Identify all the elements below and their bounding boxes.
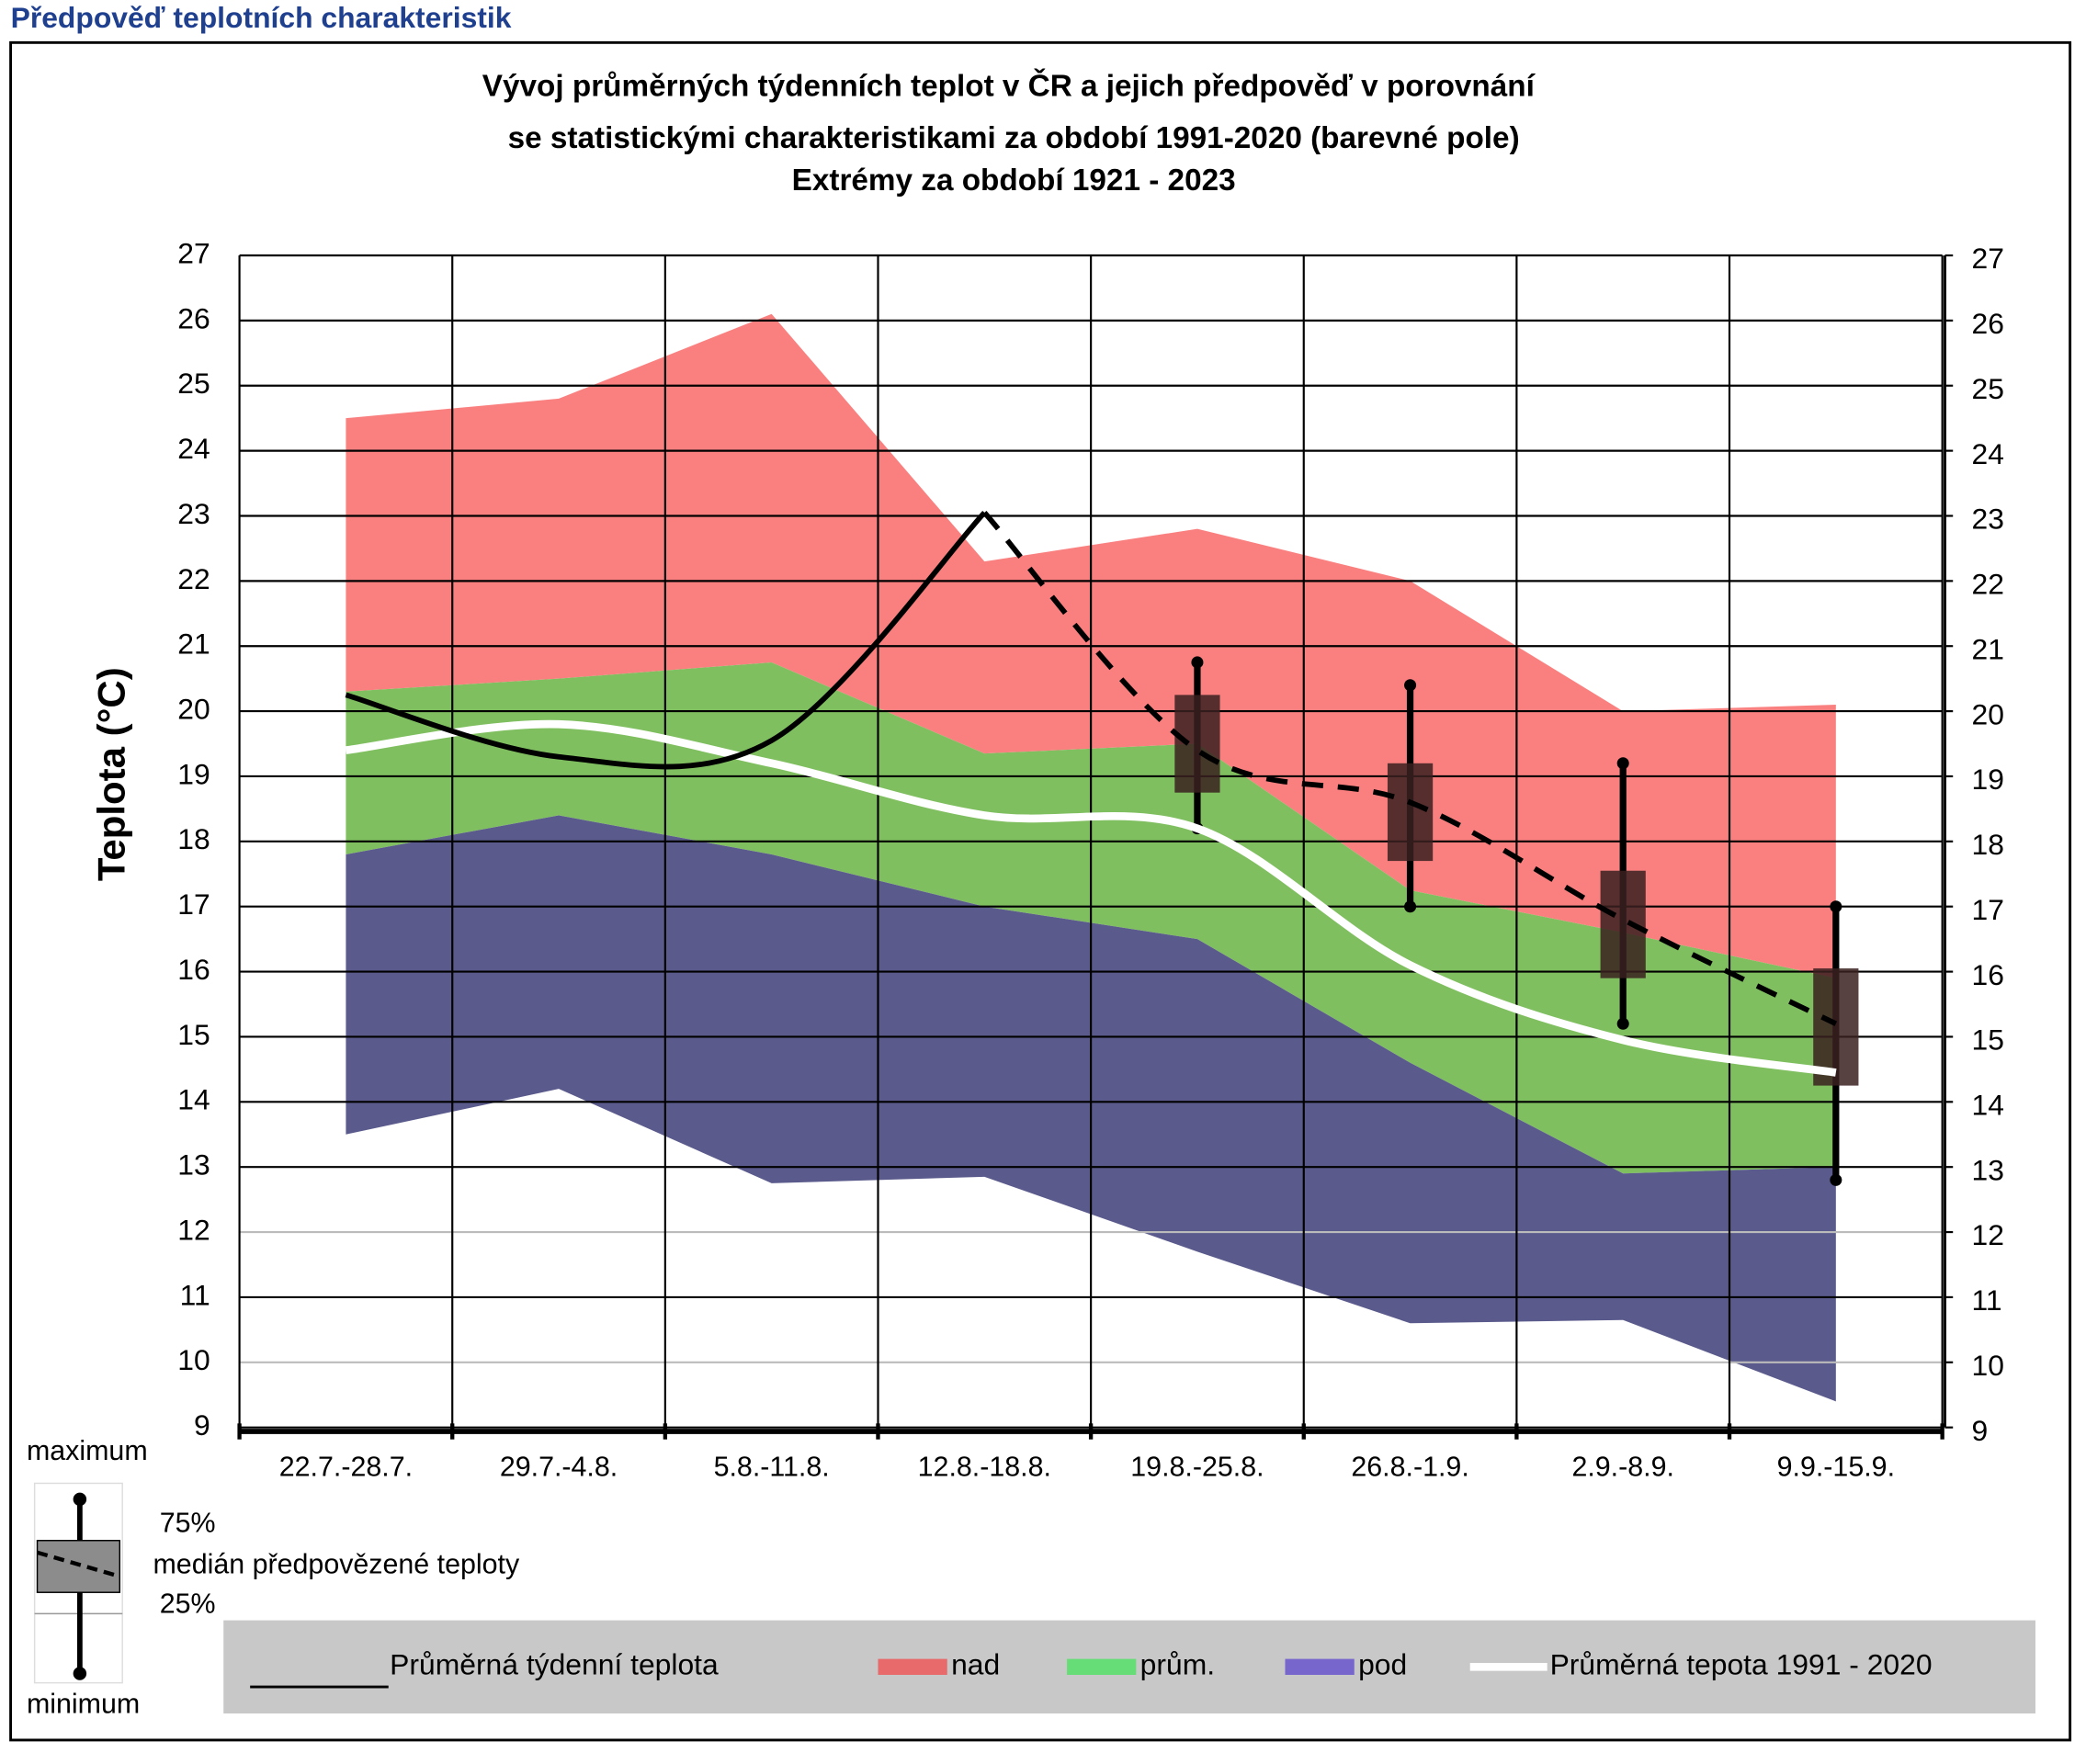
y-tick-label: 17 (177, 888, 210, 921)
box-legend-label: minimum (27, 1688, 140, 1719)
y2-tick-label: 14 (1971, 1089, 2003, 1122)
y-tick-label: 22 (177, 562, 210, 595)
min-dot (1616, 1017, 1629, 1030)
y2-tick-label: 16 (1971, 958, 2003, 991)
box-legend-label: 75% (160, 1507, 216, 1538)
box (1387, 763, 1434, 862)
legend-swatch (1285, 1658, 1355, 1675)
y-tick-label: 11 (180, 1278, 210, 1311)
y-tick-label: 13 (177, 1148, 210, 1182)
y2-tick-label: 12 (1971, 1218, 2003, 1251)
box-legend-dot (73, 1492, 87, 1507)
page-header: Předpověď teplotních charakteristik (11, 1, 512, 34)
y2-tick-label: 26 (1971, 307, 2003, 340)
box (1813, 968, 1859, 1086)
x-tick-label: 26.8.-1.9. (1351, 1452, 1468, 1483)
y-tick-label: 18 (177, 822, 210, 855)
y2-tick-label: 18 (1971, 828, 2003, 861)
chart-title: Vývoj průměrných týdenních teplot v ČR a… (482, 67, 1536, 103)
legend-label: nad (951, 1648, 1000, 1681)
y2-tick-label: 19 (1971, 763, 2003, 796)
box (1174, 695, 1220, 793)
box-legend-dot (73, 1667, 87, 1680)
x-tick-label: 12.8.-18.8. (918, 1452, 1051, 1483)
y-tick-label: 26 (177, 301, 210, 334)
x-tick-label: 2.9.-8.9. (1571, 1452, 1674, 1483)
max-dot (1191, 656, 1204, 669)
max-dot (1404, 679, 1417, 692)
y-tick-label: 27 (177, 236, 210, 269)
y2-tick-label: 21 (1971, 632, 2003, 665)
legend-label: Průměrná týdenní teplota (390, 1648, 719, 1681)
chart-title: se statistickými charakteristikami za ob… (508, 121, 1520, 155)
legend-label: prům. (1140, 1648, 1215, 1681)
max-dot (1830, 900, 1842, 913)
y2-tick-label: 15 (1971, 1023, 2003, 1057)
y-tick-label: 15 (177, 1018, 210, 1051)
y2-tick-label: 10 (1971, 1349, 2003, 1382)
y2-tick-label: 25 (1971, 372, 2003, 405)
series-line (345, 510, 987, 770)
y-tick-label: 23 (177, 497, 210, 530)
y-tick-label: 24 (177, 432, 210, 465)
y2-tick-label: 17 (1971, 893, 2003, 926)
y-tick-label: 9 (194, 1408, 210, 1442)
box-legend-median (36, 1550, 120, 1578)
y2-tick-label: 24 (1971, 437, 2003, 470)
y2-tick-label: 27 (1971, 242, 2003, 275)
box-legend-label: 25% (160, 1589, 216, 1620)
chart-title: Extrémy za období 1921 - 2023 (792, 164, 1236, 198)
y-tick-label: 14 (177, 1083, 210, 1116)
y2-tick-label: 11 (1971, 1283, 2001, 1317)
min-dot (1404, 900, 1417, 913)
y-tick-label: 20 (177, 693, 210, 726)
box-legend-label: maximum (27, 1435, 148, 1466)
x-tick-label: 22.7.-28.7. (279, 1452, 413, 1483)
y2-tick-label: 13 (1971, 1153, 2003, 1186)
legend-label: Průměrná tepota 1991 - 2020 (1550, 1648, 1933, 1681)
legend-swatch (1067, 1658, 1137, 1675)
y2-tick-label: 22 (1971, 568, 2003, 601)
legend-swatch (878, 1658, 947, 1675)
y-tick-label: 21 (177, 628, 210, 661)
x-tick-label: 5.8.-11.8. (714, 1452, 830, 1483)
y-tick-label: 25 (177, 367, 210, 400)
y-tick-label: 10 (177, 1343, 210, 1376)
y2-tick-label: 9 (1971, 1414, 1988, 1447)
x-tick-label: 29.7.-4.8. (500, 1452, 618, 1483)
y-tick-label: 12 (177, 1213, 210, 1246)
x-tick-label: 19.8.-25.8. (1130, 1452, 1264, 1483)
box-legend-label: medián předpovězené teploty (153, 1548, 519, 1579)
box-legend-frame (33, 1482, 123, 1684)
y-tick-label: 16 (177, 953, 210, 986)
y2-tick-label: 20 (1971, 697, 2003, 730)
series-line (345, 719, 1837, 1077)
legend-label: pod (1358, 1648, 1407, 1681)
x-tick-label: 9.9.-15.9. (1777, 1452, 1895, 1483)
y-axis-label: Teplota (°C) (90, 667, 133, 881)
forecast-median (982, 511, 1838, 1026)
y2-tick-label: 23 (1971, 503, 2003, 536)
y-tick-label: 19 (177, 757, 210, 790)
max-dot (1616, 757, 1629, 770)
box (1600, 870, 1646, 978)
min-dot (1830, 1173, 1842, 1186)
